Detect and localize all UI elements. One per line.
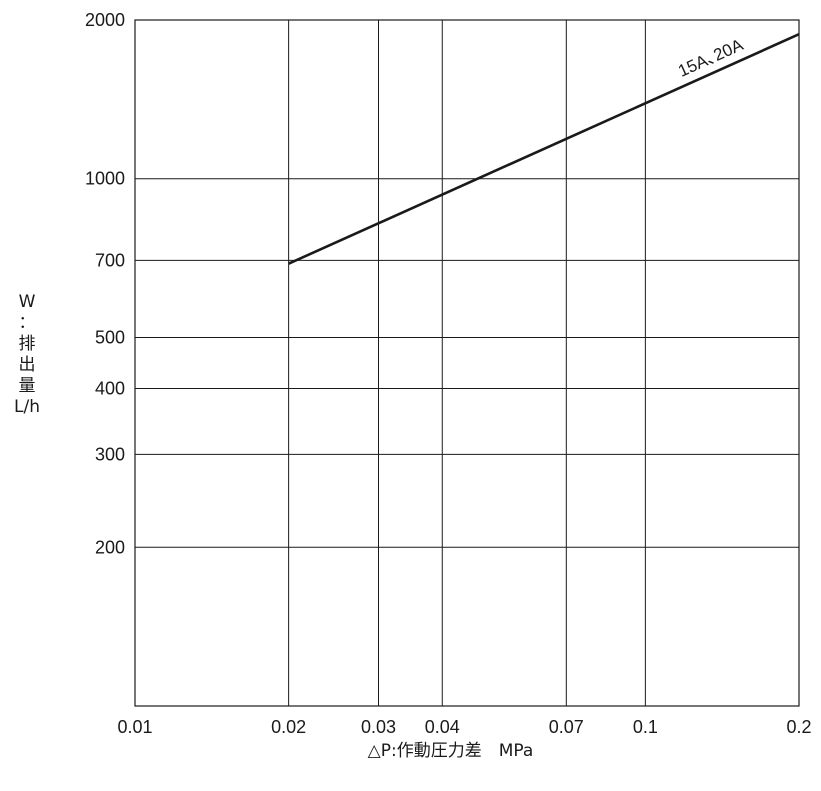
y-tick-label: 700 xyxy=(95,250,125,270)
y-tick-label: 300 xyxy=(95,444,125,464)
x-tick-labels: 0.01 0.02 0.03 0.04 0.07 0.1 0.2 xyxy=(117,717,811,737)
y-axis-label-line: L/h xyxy=(14,397,40,417)
y-axis-label-line: 出 xyxy=(18,355,36,375)
y-tick-labels: 200 300 400 500 700 1000 2000 xyxy=(85,10,125,557)
y-axis-label: W ： 排 出 量 L/h xyxy=(4,292,50,418)
y-tick-label: 500 xyxy=(95,327,125,347)
plot-background xyxy=(135,20,799,706)
y-axis-label-line: 排 xyxy=(18,334,36,354)
y-tick-label: 1000 xyxy=(85,169,125,189)
y-axis-label-line: W xyxy=(18,292,36,312)
y-tick-label: 2000 xyxy=(85,10,125,30)
x-tick-label: 0.07 xyxy=(549,717,584,737)
y-tick-label: 400 xyxy=(95,379,125,399)
x-axis-label: △P:作動圧力差 MPa xyxy=(0,736,821,761)
x-tick-label: 0.04 xyxy=(425,717,460,737)
x-tick-label: 0.03 xyxy=(361,717,396,737)
plot-frame xyxy=(134,19,800,707)
series-line xyxy=(288,33,800,265)
x-tick-label: 0.02 xyxy=(271,717,306,737)
x-tick-label: 0.01 xyxy=(117,717,152,737)
x-tick-label: 0.1 xyxy=(633,717,658,737)
x-axis-label-text: △P:作動圧力差 MPa xyxy=(367,741,534,761)
y-tick-label: 200 xyxy=(95,537,125,557)
y-axis-label-line: ： xyxy=(18,313,36,333)
y-axis-label-line: 量 xyxy=(18,376,36,396)
x-tick-label: 0.2 xyxy=(786,717,811,737)
